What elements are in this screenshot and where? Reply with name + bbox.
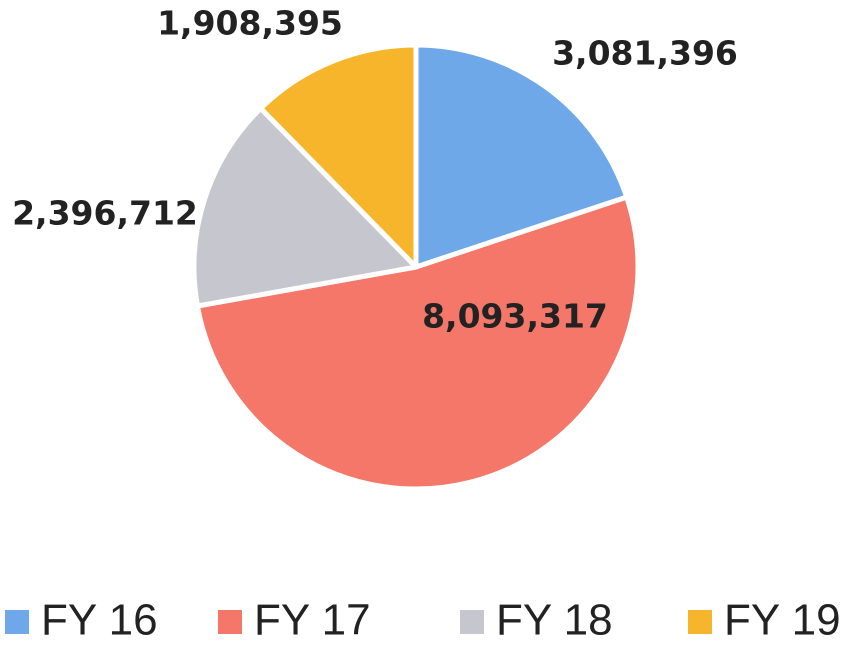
pie-slice (413, 42, 630, 270)
data-label: 3,081,396 (552, 34, 738, 73)
pie-slice (194, 194, 641, 492)
pie-slice (191, 105, 419, 309)
data-label: 1,908,395 (157, 4, 343, 43)
legend-swatch (460, 610, 484, 634)
legend-swatch (5, 610, 29, 634)
data-label: 2,396,712 (12, 194, 198, 233)
legend-label: FY 16 (41, 596, 158, 645)
legend-swatch (688, 610, 712, 634)
legend-label: FY 17 (254, 596, 371, 645)
legend-label: FY 19 (724, 596, 841, 645)
legend-label: FY 18 (496, 596, 613, 645)
legend-swatch (218, 610, 242, 634)
pie-slice (258, 42, 419, 270)
data-label: 8,093,317 (422, 297, 608, 336)
